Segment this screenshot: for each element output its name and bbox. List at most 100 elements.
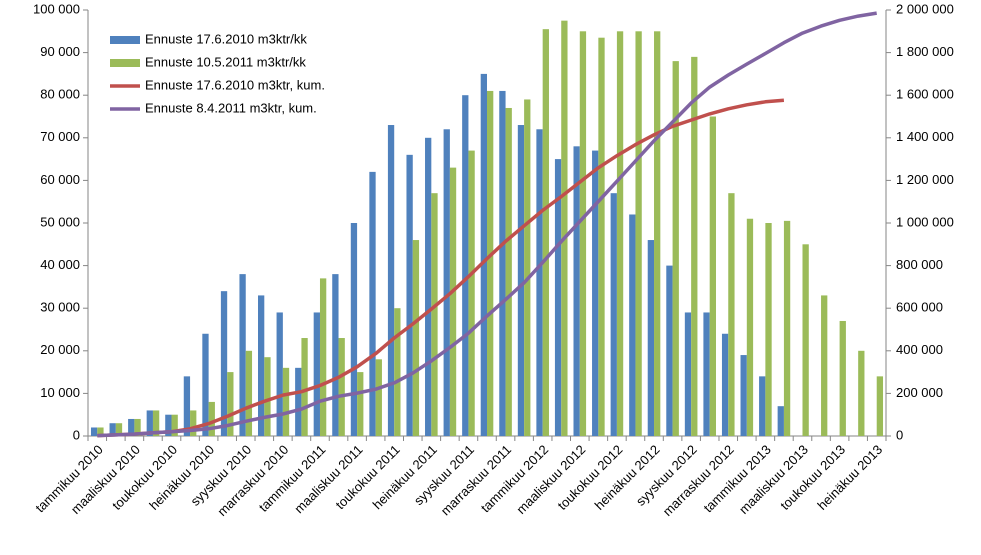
y-tick-label: 60 000 [40,172,80,187]
y-tick-label: 30 000 [40,300,80,315]
bar [703,312,710,436]
bar [264,357,271,436]
bar [647,240,655,436]
bar [338,338,345,436]
bar [616,31,624,437]
bar [709,116,716,436]
bar [443,129,450,436]
bar [449,167,457,436]
legend-label: Ennuste 8.4.2011 m3ktr, kum. [145,100,317,115]
bar [152,410,160,436]
bar [598,37,605,436]
bar [332,274,339,436]
y-tick-label: 50 000 [40,214,80,229]
x-tick-label: heinäkuu 2013 [814,442,885,513]
bar [350,223,358,436]
bar [134,418,141,436]
y2-tick-label: 1 200 000 [896,172,954,187]
legend-swatch [110,59,140,67]
y2-tick-label: 400 000 [896,342,943,357]
y-tick-label: 80 000 [40,87,80,102]
bar [487,90,494,436]
line [97,98,785,438]
x-tick-label: toukokuu 2010 [109,442,180,513]
bar [740,355,747,436]
bar [480,73,487,437]
bar [202,333,209,436]
bar [728,193,735,436]
bar [876,376,884,436]
y2-tick-label: 2 000 000 [896,1,954,16]
y2-tick-label: 1 600 000 [896,87,954,102]
bar [635,31,642,437]
bar [499,90,506,436]
bar [190,410,197,436]
bar [208,401,215,436]
bar [858,350,865,436]
legend-label: Ennuste 10.5.2011 m3ktr/kk [145,54,306,69]
bar [462,95,469,436]
bar [357,372,364,436]
x-tick-label: heinäkuu 2011 [370,442,440,512]
bar [691,56,698,437]
y-tick-label: 0 [73,427,80,442]
y-tick-label: 20 000 [40,342,80,357]
y2-tick-label: 800 000 [896,257,943,272]
y-tick-label: 70 000 [40,129,80,144]
legend-label: Ennuste 17.6.2010 m3ktr, kum. [145,77,325,92]
bar [666,265,673,436]
bar [524,99,531,437]
y-tick-label: 90 000 [40,44,80,59]
bar [239,274,246,436]
bar [375,359,382,436]
bar [629,214,636,436]
bar [573,146,580,436]
bar [536,129,543,436]
bar [387,125,395,437]
bar [425,137,432,437]
bar [319,278,327,436]
bar [765,223,772,436]
x-tick-label: heinäkuu 2012 [592,442,663,513]
bar [245,350,253,436]
bar [128,418,135,436]
bar [220,291,228,436]
bar [431,193,438,436]
bar [313,312,320,436]
bar [542,29,549,436]
y2-tick-label: 200 000 [896,385,943,400]
bar [672,61,679,437]
bar [610,193,617,436]
bar [183,376,191,436]
bar [721,333,729,436]
line [97,11,877,438]
y2-tick-label: 1 400 000 [896,129,954,144]
bar [369,171,376,436]
bar [171,414,178,436]
bar [468,150,475,436]
bar [109,423,116,436]
bar [654,31,661,437]
x-tick-label: heinäkuu 2010 [146,442,217,513]
bar [90,427,98,436]
bar [579,31,587,437]
bar [746,218,754,436]
bar [839,320,846,436]
bar [227,372,234,436]
bar [561,20,568,437]
bar [505,107,512,436]
bar [821,295,828,436]
bar [592,150,599,436]
legend-swatch [110,36,140,44]
bar [759,376,766,436]
x-tick-label: toukokuu 2011 [333,442,403,512]
x-tick-label: toukokuu 2013 [777,442,848,513]
bar [115,423,123,436]
y2-tick-label: 1 800 000 [896,44,954,59]
y2-tick-label: 1 000 000 [896,214,954,229]
bar [276,312,283,436]
y-tick-label: 10 000 [40,385,80,400]
bar [146,410,153,436]
bar [301,338,308,436]
